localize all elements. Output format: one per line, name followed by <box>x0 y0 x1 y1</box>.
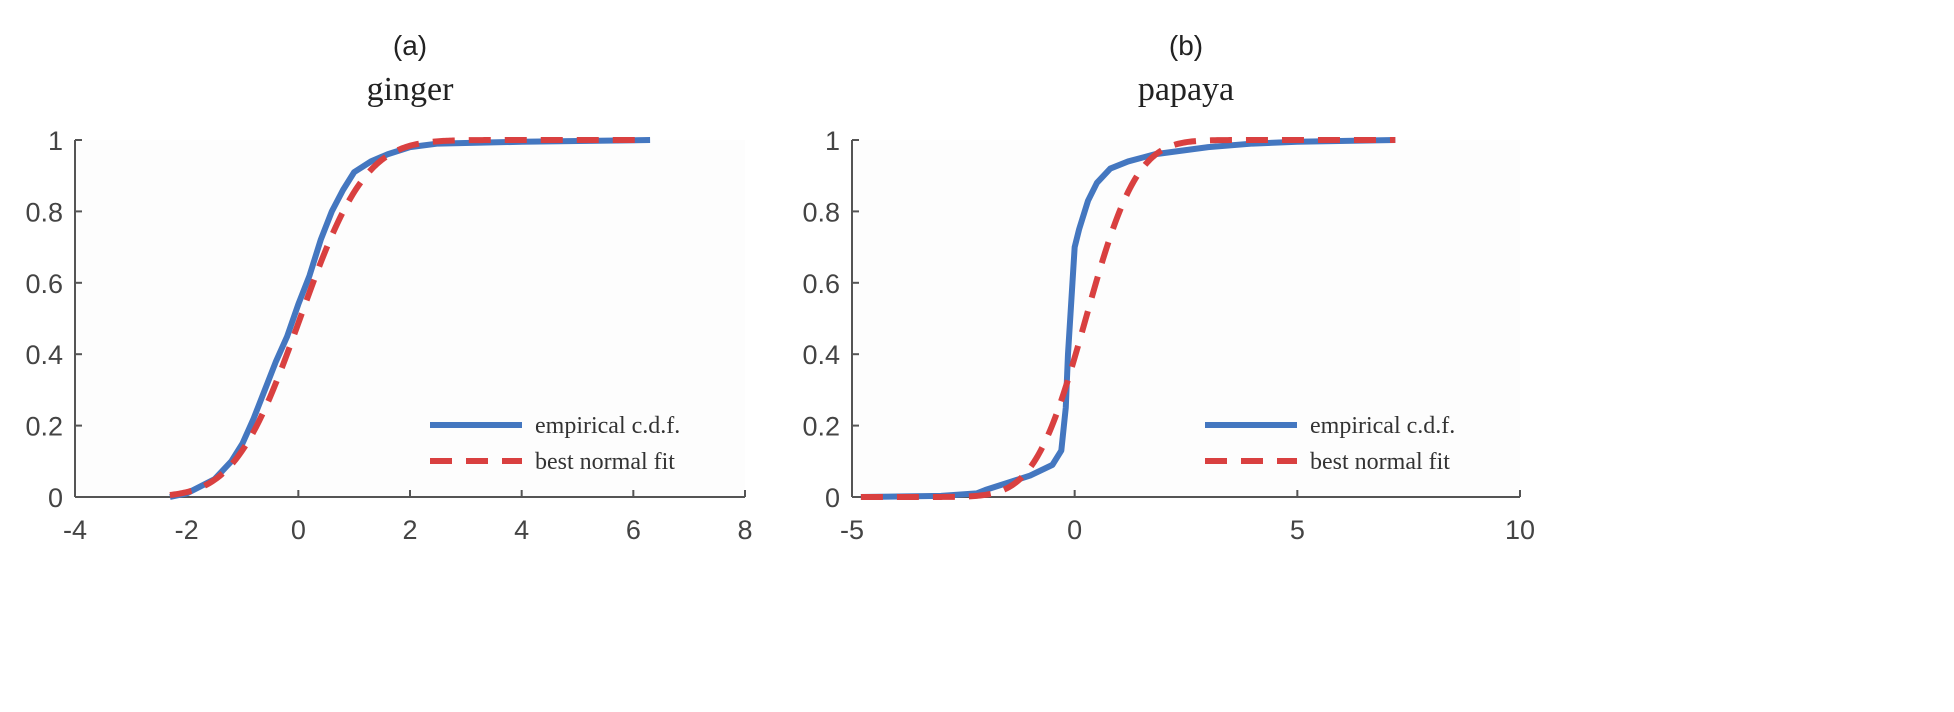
panel-label: (b) <box>1169 30 1203 61</box>
y-tick-label: 1 <box>48 126 63 156</box>
x-tick-label: 0 <box>291 515 306 545</box>
legend-label-empirical: empirical c.d.f. <box>535 413 680 439</box>
x-tick-label: 5 <box>1290 515 1305 545</box>
x-tick-label: -5 <box>840 515 864 545</box>
x-tick-label: 0 <box>1067 515 1082 545</box>
chart-title: papaya <box>1138 71 1234 108</box>
x-tick-label: 10 <box>1505 515 1535 545</box>
legend-label-fit: best normal fit <box>1310 449 1450 475</box>
legend-label-fit: best normal fit <box>535 449 675 475</box>
x-tick-label: -4 <box>63 515 87 545</box>
y-tick-label: 0 <box>825 483 840 513</box>
y-tick-label: 0.8 <box>25 197 63 227</box>
y-tick-label: 0 <box>48 483 63 513</box>
plot-area <box>75 140 745 497</box>
plot-area <box>852 140 1520 497</box>
x-tick-label: 2 <box>402 515 417 545</box>
x-tick-label: 6 <box>626 515 641 545</box>
x-tick-label: 4 <box>514 515 529 545</box>
y-tick-label: 1 <box>825 126 840 156</box>
chart-title: ginger <box>367 71 455 108</box>
y-tick-label: 0.2 <box>802 412 840 442</box>
y-tick-label: 0.2 <box>25 412 63 442</box>
y-tick-label: 0.4 <box>25 340 63 370</box>
normal-fit-line <box>860 137 1396 500</box>
normal-fit-line <box>169 137 639 498</box>
y-tick-label: 0.6 <box>25 269 63 299</box>
y-tick-label: 0.4 <box>802 340 840 370</box>
y-tick-label: 0.8 <box>802 197 840 227</box>
y-tick-label: 0.6 <box>802 269 840 299</box>
legend-label-empirical: empirical c.d.f. <box>1310 413 1455 439</box>
x-tick-label: -2 <box>175 515 199 545</box>
x-tick-label: 8 <box>737 515 752 545</box>
empirical-cdf-line <box>860 137 1396 500</box>
chart-panel-ginger: (a) ginger -4 -2 0 2 4 6 8 0 0.2 0.4 0.6 0.8 1 empirica… <box>25 30 752 545</box>
panel-label: (a) <box>393 30 427 61</box>
